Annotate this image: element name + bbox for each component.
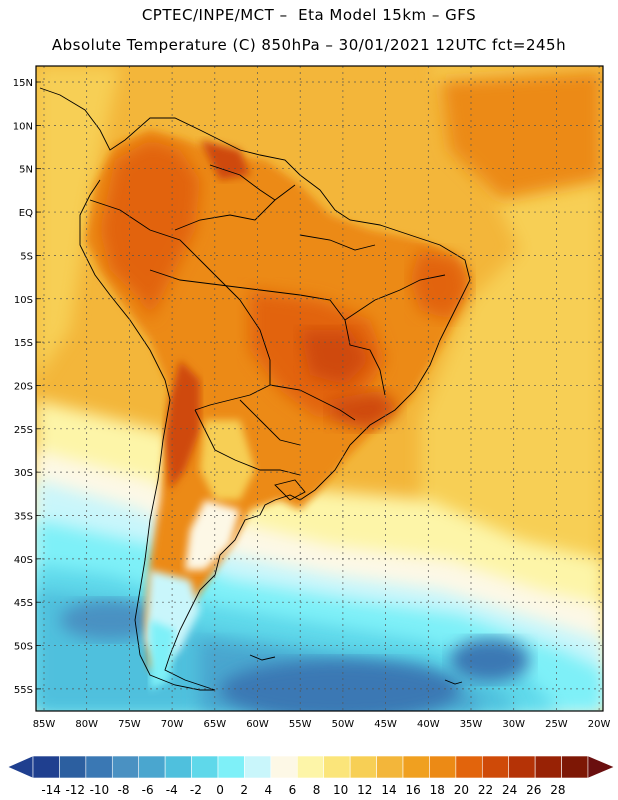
lat-label: 15S <box>14 338 33 349</box>
colorbar-label: 4 <box>264 783 272 797</box>
lon-label: 40W <box>417 719 440 730</box>
colorbar-swatch <box>534 755 562 779</box>
colorbar-swatch <box>244 755 272 779</box>
graticule <box>36 66 603 711</box>
colorbar-swatch <box>270 755 298 779</box>
colorbar-swatch <box>376 755 404 779</box>
colorbar-label: 2 <box>240 783 248 797</box>
colorbar-label: 20 <box>454 783 469 797</box>
colorbar-swatch <box>85 755 113 779</box>
colorbar-label: 16 <box>405 783 420 797</box>
colorbar-label: 0 <box>216 783 224 797</box>
colorbar-label: -4 <box>166 783 178 797</box>
colorbar-label: 14 <box>381 783 396 797</box>
colorbar-label: 22 <box>478 783 493 797</box>
colorbar-swatch <box>349 755 377 779</box>
lat-label: 45S <box>14 598 33 609</box>
colorbar-swatch <box>32 755 60 779</box>
colorbar-label: 6 <box>289 783 297 797</box>
lon-label: 45W <box>374 719 397 730</box>
colorbar-label: 8 <box>313 783 321 797</box>
colorbar-swatch <box>402 755 430 779</box>
temperature-field <box>36 66 603 711</box>
lon-label: 85W <box>33 719 56 730</box>
colorbar-label: 18 <box>430 783 445 797</box>
colorbar-label: -14 <box>41 783 61 797</box>
colorbar-swatch <box>191 755 219 779</box>
coastlines <box>39 87 471 691</box>
lat-label: 5N <box>19 165 33 176</box>
colorbar-label: -8 <box>118 783 130 797</box>
colorbar-label: -12 <box>65 783 85 797</box>
lon-label: 80W <box>75 719 98 730</box>
lat-label: 5S <box>20 251 33 262</box>
lat-label: EQ <box>19 208 33 219</box>
colorbar-swatch <box>164 755 192 779</box>
lon-label: 20W <box>588 719 611 730</box>
map-frame <box>35 65 604 712</box>
colorbar-arrow-high <box>587 755 615 779</box>
lat-label: 55S <box>14 685 33 696</box>
colorbar-label: 10 <box>333 783 348 797</box>
longitude-labels: 85W 80W 75W 70W 65W 60W 55W 50W 45W 40W 35W 30W 25W 2… <box>33 719 611 730</box>
lon-label: 60W <box>246 719 269 730</box>
lon-label: 65W <box>203 719 226 730</box>
colorbar-swatch <box>138 755 166 779</box>
colorbar-swatch <box>323 755 351 779</box>
lon-label: 25W <box>545 719 568 730</box>
colorbar-label: 28 <box>550 783 565 797</box>
colorbar-swatch <box>111 755 140 779</box>
colorbar-swatch <box>217 755 245 779</box>
lon-label: 30W <box>502 719 525 730</box>
lon-label: 70W <box>161 719 184 730</box>
lon-label: 50W <box>332 719 355 730</box>
colorbar-swatch <box>481 755 510 779</box>
lat-label: 30S <box>14 468 33 479</box>
chart-subtitle: Absolute Temperature (C) 850hPa – 30/01/… <box>51 36 567 54</box>
chart-title: CPTEC/INPE/MCT – Eta Model 15km – GFS <box>141 6 477 24</box>
lon-label: 35W <box>460 719 483 730</box>
lat-label: 40S <box>14 555 33 566</box>
lat-label: 50S <box>14 642 33 653</box>
colorbar-label: 24 <box>502 783 517 797</box>
lat-label: 10N <box>13 121 33 132</box>
colorbar-arrow-low <box>7 755 34 779</box>
colorbar: -14 -12 -10 -8 -6 -4 -2 0 2 4 6 8 10 12 14 16 18 20 22 24 26… <box>7 755 615 797</box>
lat-label: 35S <box>14 512 33 523</box>
lon-label: 75W <box>118 719 141 730</box>
colorbar-label: -10 <box>90 783 110 797</box>
lon-label: 55W <box>289 719 312 730</box>
lat-label: 20S <box>14 381 33 392</box>
lat-label: 15N <box>13 78 33 89</box>
colorbar-label: 26 <box>526 783 541 797</box>
colorbar-swatch <box>429 755 457 779</box>
colorbar-swatch <box>455 755 483 779</box>
colorbar-swatch <box>59 755 87 779</box>
lat-label: 10S <box>14 295 33 306</box>
lat-label: 25S <box>14 425 33 436</box>
colorbar-swatch <box>561 755 589 779</box>
colorbar-label: -6 <box>142 783 154 797</box>
colorbar-swatch <box>508 755 536 779</box>
colorbar-label: 12 <box>357 783 372 797</box>
latitude-labels: 15N 10N 5N EQ 5S 10S 15S 20S 25S 30S 35S 40S 45S 50S 5… <box>13 78 33 696</box>
colorbar-swatch <box>296 755 325 779</box>
colorbar-label: -2 <box>190 783 202 797</box>
